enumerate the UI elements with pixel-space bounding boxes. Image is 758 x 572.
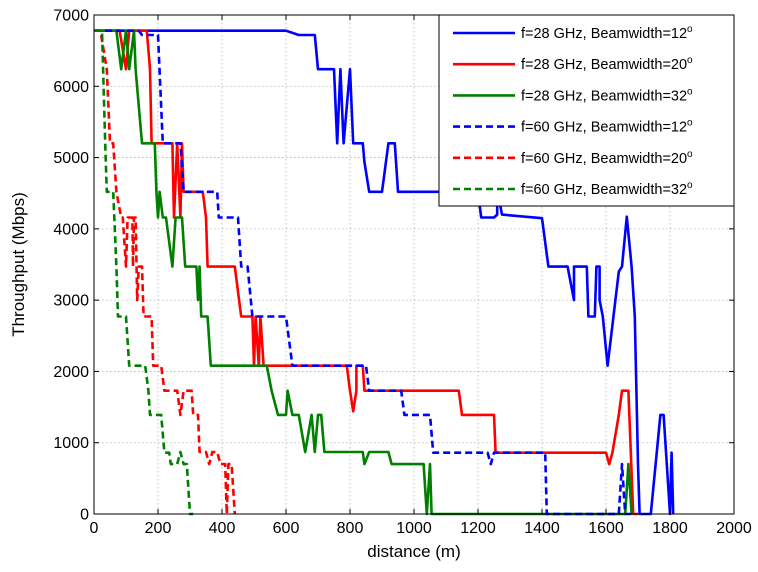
- x-tick-label: 2000: [716, 520, 752, 537]
- legend-box: [438, 14, 735, 207]
- y-axis-label: Throughput (Mbps): [9, 192, 28, 337]
- x-tick-label: 400: [209, 520, 236, 537]
- legend-entry-5: f=60 GHz, Beamwidth=20o: [521, 149, 693, 167]
- y-tick-label: 5000: [53, 150, 89, 167]
- series-line-4: [94, 29, 632, 516]
- legend-entry-4: f=60 GHz, Beamwidth=12o: [521, 118, 693, 136]
- legend-degree-superscript: o: [687, 118, 693, 129]
- series-line-6: [94, 29, 194, 516]
- ticks: 0 200 400 600 800 1000 1200 1400 1600 1800 2000 0 10…: [53, 8, 751, 538]
- y-tick-label: 7000: [53, 8, 89, 25]
- x-tick-label: 600: [273, 520, 300, 537]
- x-tick-label: 200: [145, 520, 172, 537]
- legend-label: f=60 GHz, Beamwidth=12: [521, 120, 687, 136]
- x-tick-label: 800: [337, 520, 364, 537]
- legend-entry-6: f=60 GHz, Beamwidth=32o: [521, 180, 693, 198]
- legend-entry-3: f=28 GHz, Beamwidth=32o: [521, 86, 693, 104]
- series-line-1: [94, 29, 675, 516]
- x-tick-label: 1400: [524, 520, 560, 537]
- y-tick-label: 0: [80, 507, 89, 524]
- x-axis-label: distance (m): [367, 542, 461, 561]
- y-tick-label: 3000: [53, 293, 89, 310]
- series-line-5: [94, 29, 237, 516]
- legend-label: f=28 GHz, Beamwidth=12: [521, 26, 687, 42]
- legend-entry-2: f=28 GHz, Beamwidth=20o: [521, 55, 693, 73]
- y-tick-label: 6000: [53, 79, 89, 96]
- legend-degree-superscript: o: [687, 180, 693, 191]
- legend-label: f=28 GHz, Beamwidth=20: [521, 57, 687, 73]
- legend-label: f=60 GHz, Beamwidth=32: [521, 182, 687, 198]
- legend-label: f=28 GHz, Beamwidth=32: [521, 88, 687, 104]
- legend-degree-superscript: o: [687, 86, 693, 97]
- legend-entry-1: f=28 GHz, Beamwidth=12o: [521, 24, 693, 42]
- legend-degree-superscript: o: [687, 55, 693, 66]
- x-tick-label: 1200: [460, 520, 496, 537]
- series-line-2: [94, 29, 638, 516]
- series-group: [94, 29, 675, 516]
- legend-degree-superscript: o: [687, 149, 693, 160]
- legend-label: f=60 GHz, Beamwidth=20: [521, 151, 687, 167]
- x-tick-label: 1600: [588, 520, 624, 537]
- x-tick-label: 0: [90, 520, 99, 537]
- legend-degree-superscript: o: [687, 24, 693, 35]
- y-tick-label: 4000: [53, 221, 89, 238]
- x-tick-label: 1800: [652, 520, 688, 537]
- x-tick-label: 1000: [396, 520, 432, 537]
- y-tick-label: 1000: [53, 435, 89, 452]
- y-tick-label: 2000: [53, 364, 89, 381]
- series-line-3: [94, 29, 633, 516]
